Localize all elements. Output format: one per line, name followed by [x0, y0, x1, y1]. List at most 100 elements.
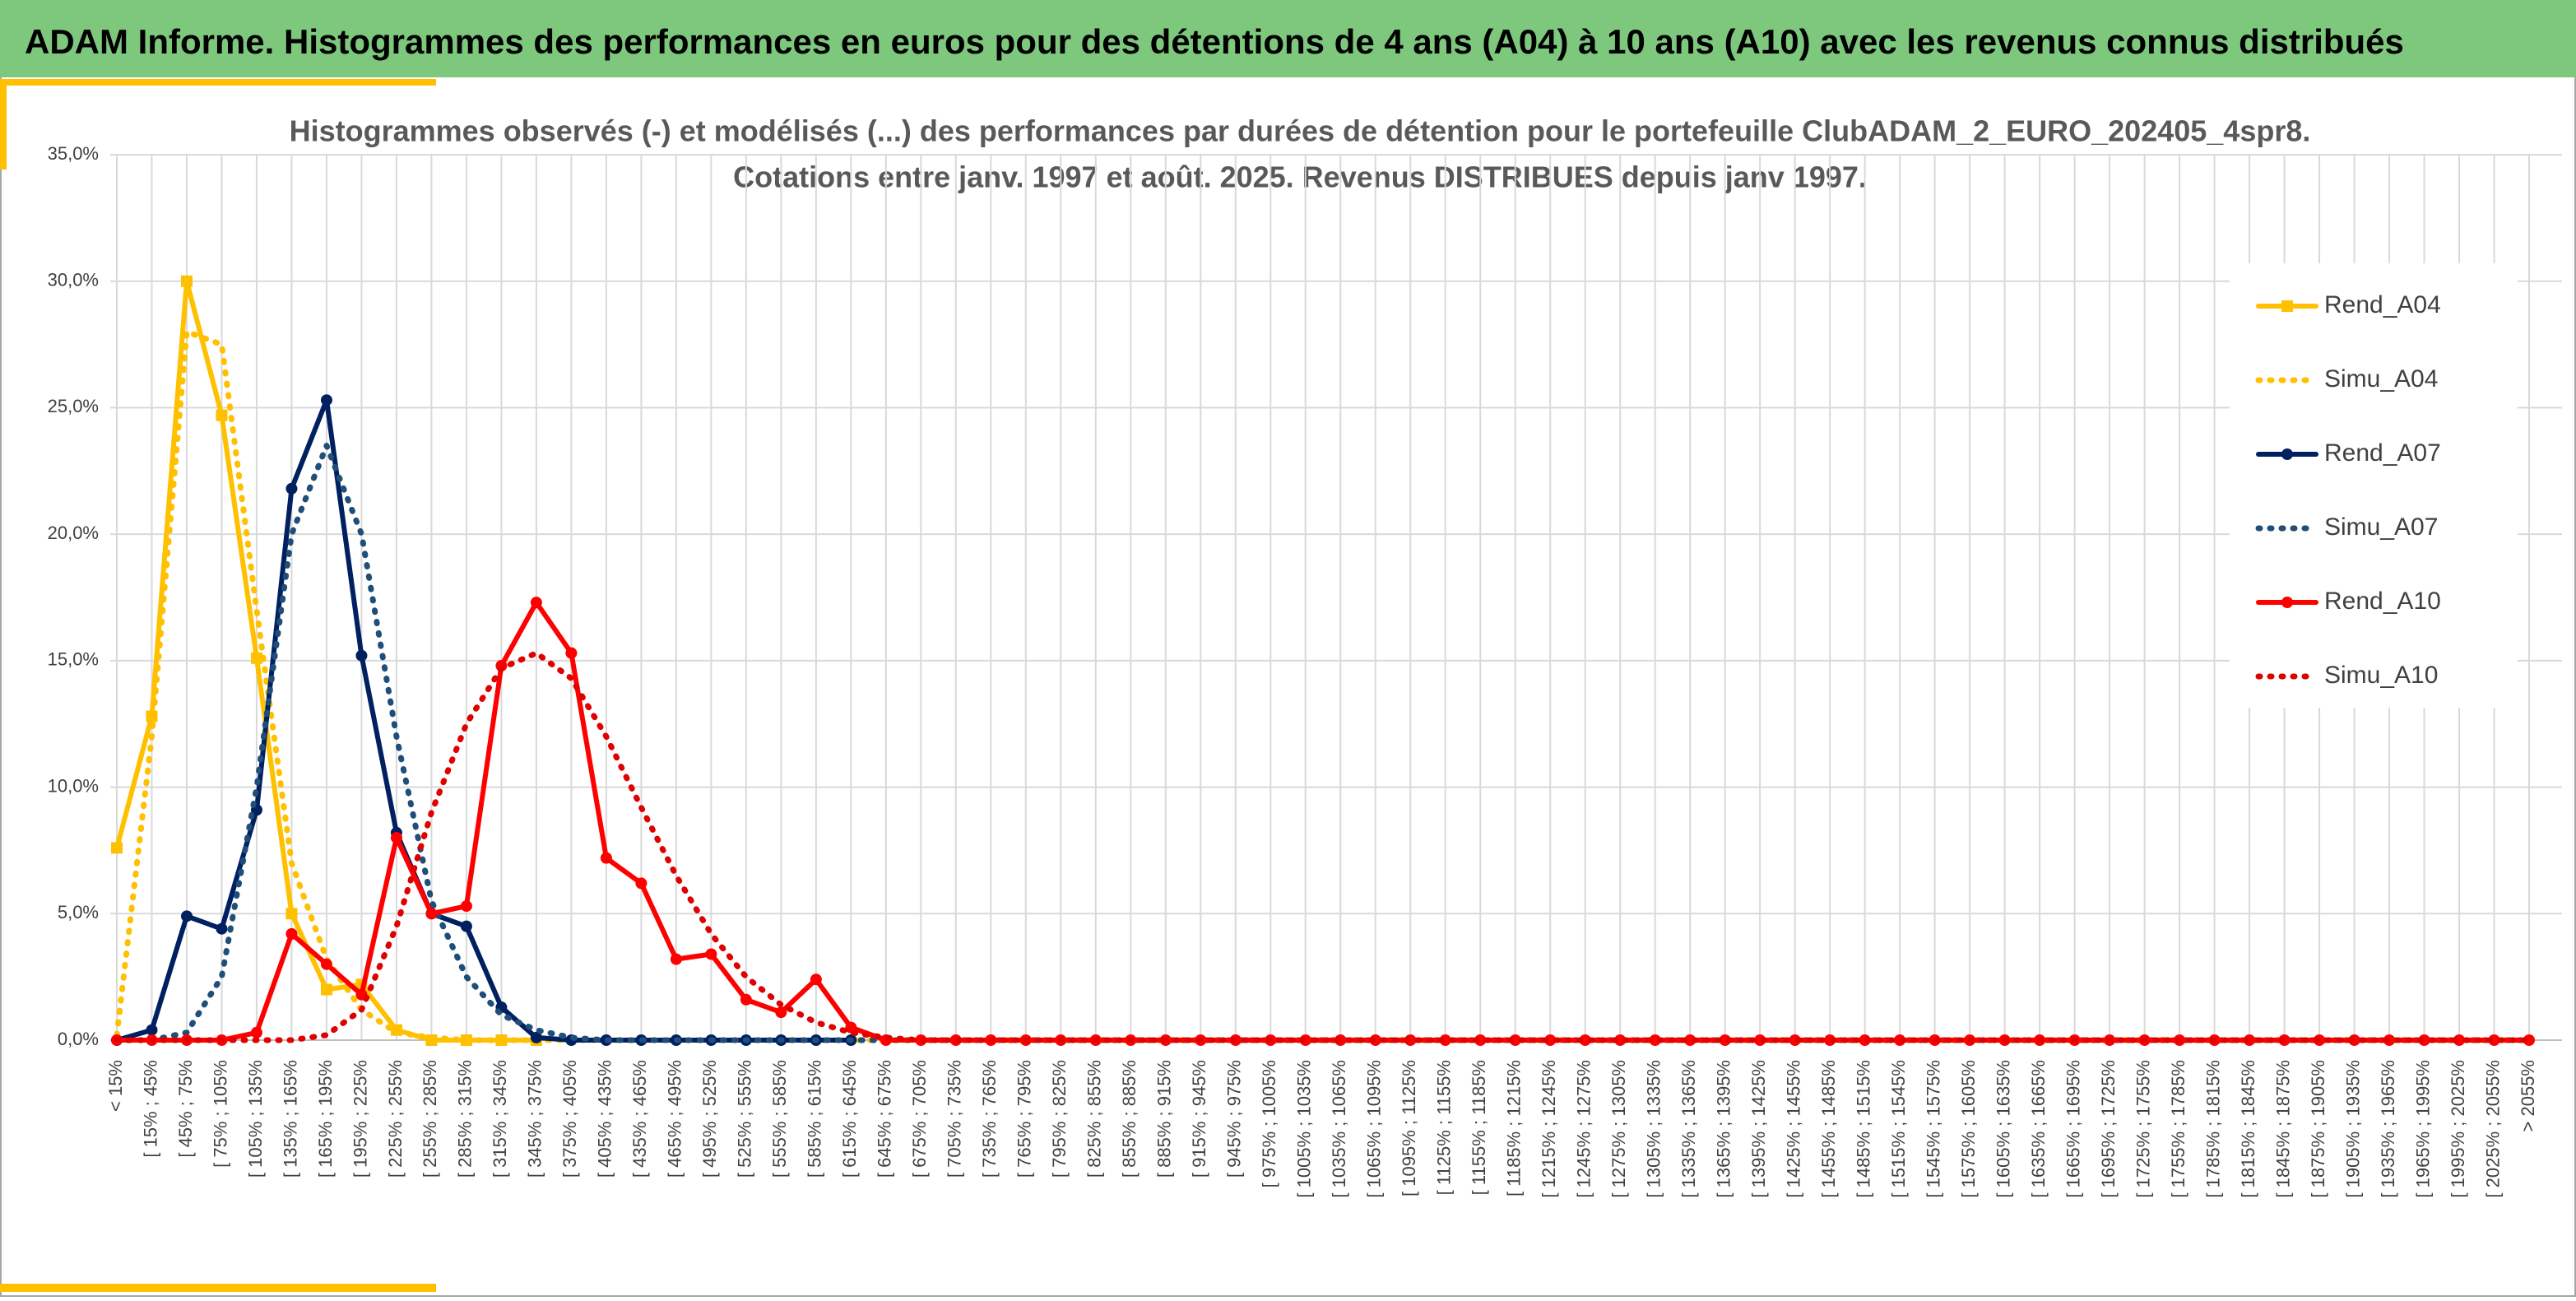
x-tick-label: [ 225% ; 255% — [385, 1060, 406, 1178]
marker — [1614, 1034, 1627, 1046]
x-tick-label: [ 1815% ; 1845% — [2238, 1060, 2258, 1198]
legend-marker — [2281, 448, 2293, 460]
legend-label: Rend_A10 — [2324, 588, 2441, 615]
x-tick-label: [ 555% ; 585% — [769, 1060, 790, 1178]
marker — [1649, 1034, 1661, 1046]
y-tick-label: 35,0% — [48, 143, 99, 164]
x-tick-label: [ 405% ; 435% — [595, 1060, 615, 1178]
chart-subtitle: Cotations entre janv. 1997 et août. 2025… — [733, 160, 1867, 194]
marker — [2523, 1034, 2535, 1046]
x-tick-label: [ 1035% ; 1065% — [1329, 1060, 1349, 1198]
legend: Rend_A04 Simu_A04 Rend_A07 Simu_A07 Rend_A10… — [2230, 263, 2518, 708]
marker — [1474, 1034, 1487, 1046]
marker — [1719, 1034, 1731, 1046]
marker — [1544, 1034, 1557, 1046]
marker — [565, 647, 578, 659]
x-tick-label: [ 795% ; 825% — [1049, 1060, 1070, 1178]
x-tick-label: [ 165% ; 195% — [315, 1060, 336, 1178]
x-tick-label: [ 1095% ; 1125% — [1399, 1060, 1419, 1196]
marker — [285, 908, 298, 920]
x-tick-label: [ 1335% ; 1365% — [1678, 1060, 1699, 1198]
marker — [250, 1026, 262, 1038]
marker — [1579, 1034, 1591, 1046]
marker — [635, 877, 647, 890]
accent-top-side — [0, 79, 7, 170]
x-tick-label: [ 45% ; 75% — [175, 1060, 196, 1158]
x-tick-label: [ 345% ; 375% — [525, 1060, 545, 1178]
x-tick-label: > 2055% — [2518, 1060, 2538, 1131]
x-tick-label: [ 885% ; 915% — [1154, 1060, 1175, 1178]
x-tick-label: [ 75% ; 105% — [210, 1060, 230, 1168]
marker — [1439, 1034, 1451, 1046]
x-tick-label: [ 915% ; 945% — [1189, 1060, 1209, 1178]
series-line — [114, 650, 2532, 1043]
y-tick-label: 30,0% — [48, 270, 99, 290]
x-tick-label: [ 1965% ; 1995% — [2412, 1060, 2433, 1198]
x-tick-label: [ 1275% ; 1305% — [1608, 1060, 1629, 1198]
legend-label: Rend_A04 — [2324, 291, 2441, 318]
x-tick-label: [ 1695% ; 1725% — [2098, 1060, 2119, 1198]
plot-area: 0,0% 5,0% 10,0% 15,0% 20,0% 25,0% 30,0% 35,0% < … — [48, 143, 2562, 1198]
marker — [216, 409, 228, 421]
legend-marker — [2281, 300, 2293, 312]
accent-top — [0, 79, 436, 86]
x-tick-label: [ 195% ; 225% — [350, 1060, 370, 1178]
y-tick-label: 20,0% — [48, 523, 99, 543]
marker — [1509, 1034, 1521, 1046]
x-tick-label: [ 645% ; 675% — [875, 1060, 895, 1178]
x-tick-label: [ 1245% ; 1275% — [1574, 1060, 1594, 1198]
marker — [390, 832, 402, 844]
x-tick-label: [ 1755% ; 1785% — [2168, 1060, 2188, 1198]
x-tick-label: [ 285% ; 315% — [455, 1060, 476, 1178]
x-tick-label: [ 1635% ; 1665% — [2028, 1060, 2049, 1198]
marker — [460, 900, 472, 913]
x-tick-label: [ 735% ; 765% — [979, 1060, 1000, 1178]
x-tick-label: [ 1485% ; 1515% — [1853, 1060, 1873, 1198]
x-tick-label: [ 585% ; 615% — [805, 1060, 825, 1178]
legend-marker — [2281, 597, 2293, 608]
marker — [810, 973, 822, 986]
x-tick-label: [ 255% ; 285% — [420, 1060, 440, 1178]
x-tick-label: [ 825% ; 855% — [1084, 1060, 1105, 1178]
x-tick-label: [ 1605% ; 1635% — [1993, 1060, 2013, 1198]
marker — [460, 920, 472, 932]
y-tick-label: 25,0% — [48, 396, 99, 416]
x-tick-label: [ 1995% ; 2025% — [2448, 1060, 2468, 1198]
marker — [425, 908, 438, 920]
x-tick-label: [ 855% ; 885% — [1119, 1060, 1139, 1178]
marker — [600, 852, 612, 864]
x-tick-label: [ 675% ; 705% — [909, 1060, 930, 1178]
header-title: ADAM Informe. Histogrammes des performan… — [25, 22, 2404, 61]
x-tick-label: [ 15% ; 45% — [140, 1060, 160, 1158]
marker — [320, 394, 332, 407]
x-tick-label: [ 975% ; 1005% — [1259, 1060, 1279, 1187]
series-line — [114, 397, 854, 1043]
marker — [180, 910, 193, 922]
x-tick-label: [ 1725% ; 1755% — [2133, 1060, 2153, 1198]
marker — [216, 922, 228, 935]
x-tick-label: [ 1215% ; 1245% — [1539, 1060, 1559, 1198]
marker — [320, 983, 332, 996]
x-tick-label: [ 1875% ; 1905% — [2308, 1060, 2328, 1198]
x-tick-label: [ 1185% ; 1215% — [1504, 1060, 1525, 1196]
x-tick-label: [ 2025% ; 2055% — [2482, 1060, 2503, 1198]
marker — [670, 953, 682, 965]
marker — [285, 482, 298, 495]
marker — [250, 652, 262, 664]
x-tick-label: [ 765% ; 795% — [1014, 1060, 1035, 1178]
x-tick-label: [ 1395% ; 1425% — [1748, 1060, 1769, 1198]
x-tick-label: [ 1545% ; 1575% — [1923, 1060, 1943, 1198]
marker — [2453, 1034, 2466, 1046]
x-tick-label: [ 1155% ; 1185% — [1469, 1060, 1489, 1195]
x-tick-label: [ 1935% ; 1965% — [2378, 1060, 2398, 1198]
x-tick-label: [ 1005% ; 1035% — [1294, 1060, 1315, 1198]
marker — [111, 842, 123, 854]
marker — [530, 597, 542, 609]
legend-label: Simu_A04 — [2324, 365, 2438, 393]
marker — [705, 948, 717, 960]
legend-label: Rend_A07 — [2324, 439, 2441, 467]
x-tick-label: [ 1455% ; 1485% — [1818, 1060, 1839, 1198]
